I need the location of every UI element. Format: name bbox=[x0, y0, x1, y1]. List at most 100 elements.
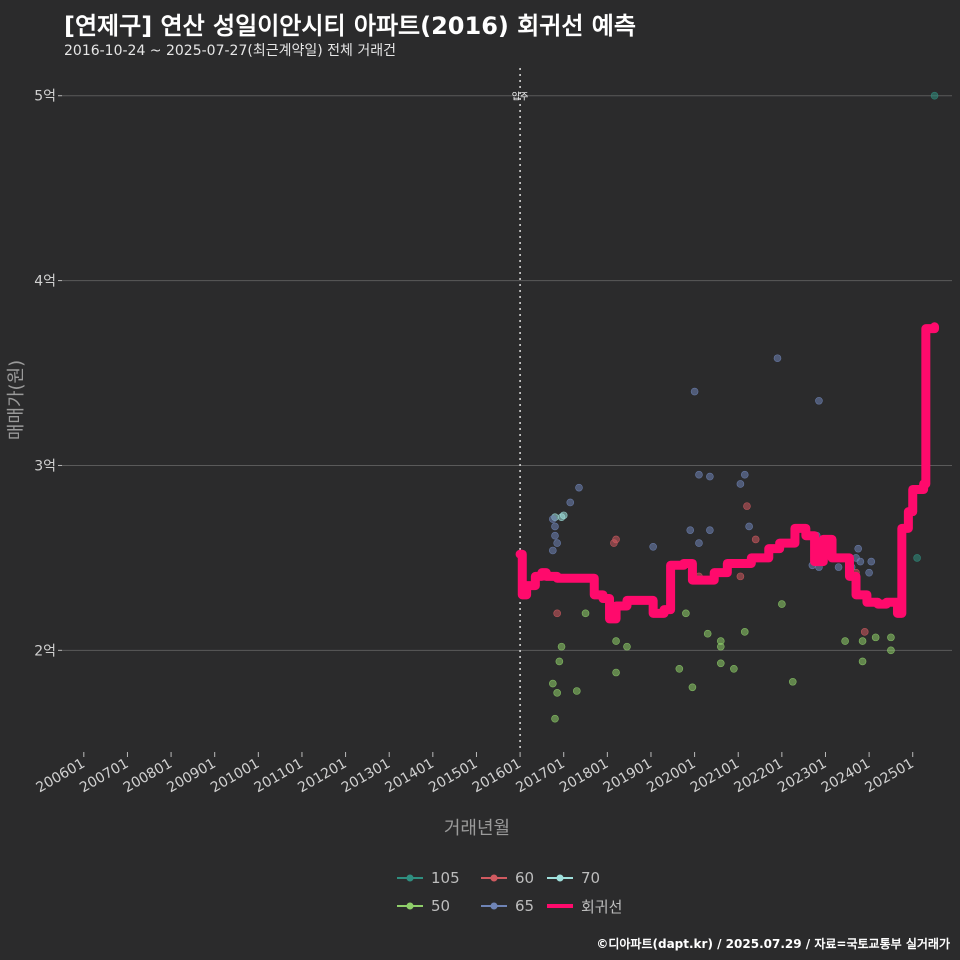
scatter-point-60 bbox=[736, 572, 745, 581]
scatter-point-65 bbox=[686, 526, 695, 534]
scatter-point-50 bbox=[682, 609, 690, 618]
scatter-point-50 bbox=[551, 714, 559, 723]
scatter-point-65 bbox=[695, 539, 703, 547]
scatter-point-65 bbox=[690, 387, 699, 396]
x-tick-label: 200901 bbox=[164, 756, 218, 797]
chart-subtitle: 2016-10-24 ~ 2025-07-27(최근계약일) 전체 거래건 bbox=[64, 43, 396, 59]
legend-label: 70 bbox=[581, 869, 601, 887]
legend-item-50[interactable]: 50 bbox=[395, 894, 450, 918]
scatter-point-70 bbox=[559, 511, 568, 520]
legend-swatch-70 bbox=[547, 874, 573, 882]
scatter-point-50 bbox=[716, 642, 725, 651]
scatter-point-65 bbox=[865, 568, 873, 577]
scatter-point-50 bbox=[549, 679, 557, 688]
legend-item-105[interactable]: 105 bbox=[395, 866, 460, 890]
scatter-point-65 bbox=[736, 480, 745, 488]
scatter-point-65 bbox=[551, 522, 559, 531]
scatter-point-65 bbox=[867, 557, 876, 566]
scatter-point-65 bbox=[695, 470, 703, 479]
x-tick-label: 201001 bbox=[208, 756, 262, 797]
scatter-point-50 bbox=[887, 646, 895, 655]
scatter-point-60 bbox=[743, 502, 751, 510]
legend-item-60[interactable]: 60 bbox=[479, 866, 534, 890]
x-tick-label: 201601 bbox=[470, 756, 524, 797]
scatter-point-65 bbox=[745, 522, 753, 531]
x-tick-label: 200601 bbox=[34, 756, 88, 797]
axes-layer: 2억3억4억5억20060120070120080120090120100120… bbox=[6, 89, 917, 839]
chart-title: [연제구] 연산 성일이안시티 아파트(2016) 회귀선 예측 bbox=[64, 12, 636, 40]
scatter-point-65 bbox=[854, 544, 863, 553]
scatter-point-50 bbox=[841, 637, 849, 645]
scatter-point-60 bbox=[612, 535, 620, 544]
source-caption: ©디아파트(dapt.kr) / 2025.07.29 / 자료=국토교통부 실… bbox=[596, 937, 950, 951]
y-tick-label: 5억 bbox=[34, 89, 56, 105]
legend-swatch-65 bbox=[481, 902, 507, 910]
legend-swatch-60 bbox=[481, 874, 507, 882]
scatter-point-65 bbox=[566, 498, 575, 507]
scatter-point-65 bbox=[649, 542, 657, 551]
scatter-point-50 bbox=[675, 665, 684, 673]
scatter-point-65 bbox=[551, 531, 559, 540]
scatter-point-50 bbox=[730, 665, 738, 673]
x-tick-label: 201201 bbox=[295, 756, 349, 797]
scatter-point-65 bbox=[549, 515, 557, 523]
move-in-label: 입주 bbox=[512, 91, 529, 103]
legend-label: 50 bbox=[431, 897, 451, 915]
legend-item-65[interactable]: 65 bbox=[479, 894, 534, 918]
x-tick-label: 200701 bbox=[77, 756, 131, 797]
scatter-point-65 bbox=[706, 526, 714, 534]
y-tick-label: 4억 bbox=[34, 274, 56, 290]
scatter-point-65 bbox=[706, 472, 714, 481]
scatter-point-105 bbox=[930, 91, 939, 100]
scatter-point-50 bbox=[858, 637, 867, 645]
x-tick-label: 202001 bbox=[644, 756, 698, 797]
scatter-point-65 bbox=[773, 354, 782, 363]
scatter-point-50 bbox=[788, 677, 797, 686]
scatter-point-50 bbox=[555, 657, 564, 666]
scatter-point-50 bbox=[740, 628, 749, 636]
legend-swatch-105 bbox=[397, 874, 423, 882]
scatter-point-60 bbox=[553, 609, 561, 618]
x-tick-label: 202101 bbox=[688, 756, 742, 797]
scatter-point-50 bbox=[703, 629, 712, 638]
scatter-point-105 bbox=[913, 554, 921, 562]
scatter-point-65 bbox=[740, 470, 749, 479]
legend-label: 60 bbox=[515, 869, 535, 887]
x-tick-label: 201501 bbox=[426, 756, 480, 797]
scatter-point-50 bbox=[553, 689, 561, 697]
y-axis-title: 매매가(원) bbox=[6, 360, 27, 440]
legend: 105 60 70 50 65 회귀선 bbox=[395, 864, 655, 916]
legend-swatch-50 bbox=[397, 902, 423, 910]
move-in-marker: 입주 bbox=[512, 68, 529, 752]
scatter-point-65 bbox=[575, 483, 583, 492]
scatter-point-65 bbox=[815, 396, 823, 405]
scatter-point-65 bbox=[553, 539, 561, 547]
scatter-point-50 bbox=[557, 642, 566, 651]
scatter-point-50 bbox=[573, 687, 581, 695]
scatter-point-60 bbox=[751, 535, 760, 544]
x-tick-label: 201701 bbox=[513, 756, 567, 797]
y-tick-label: 3억 bbox=[34, 458, 56, 474]
scatter-point-50 bbox=[887, 633, 895, 642]
scatter-point-50 bbox=[581, 609, 590, 618]
x-tick-label: 201101 bbox=[252, 756, 306, 797]
legend-item-regression[interactable]: 회귀선 bbox=[545, 894, 622, 918]
scatter-point-50 bbox=[612, 668, 620, 677]
scatter-point-50 bbox=[716, 659, 725, 668]
x-tick-label: 202501 bbox=[862, 756, 916, 797]
x-tick-label: 201401 bbox=[383, 756, 437, 797]
grid-layer bbox=[62, 95, 952, 651]
scatter-point-50 bbox=[688, 683, 697, 692]
x-tick-label: 202401 bbox=[819, 756, 873, 797]
legend-label: 65 bbox=[515, 897, 535, 915]
legend-item-70[interactable]: 70 bbox=[545, 866, 600, 890]
x-axis-title: 거래년월 bbox=[444, 818, 510, 839]
x-tick-label: 202201 bbox=[732, 756, 786, 797]
scatter-point-50 bbox=[778, 600, 786, 608]
scatter-point-60 bbox=[860, 628, 869, 636]
legend-swatch-regression bbox=[547, 904, 573, 908]
regression-layer bbox=[515, 322, 940, 624]
x-tick-label: 201801 bbox=[557, 756, 611, 797]
scatter-point-65 bbox=[856, 557, 865, 566]
